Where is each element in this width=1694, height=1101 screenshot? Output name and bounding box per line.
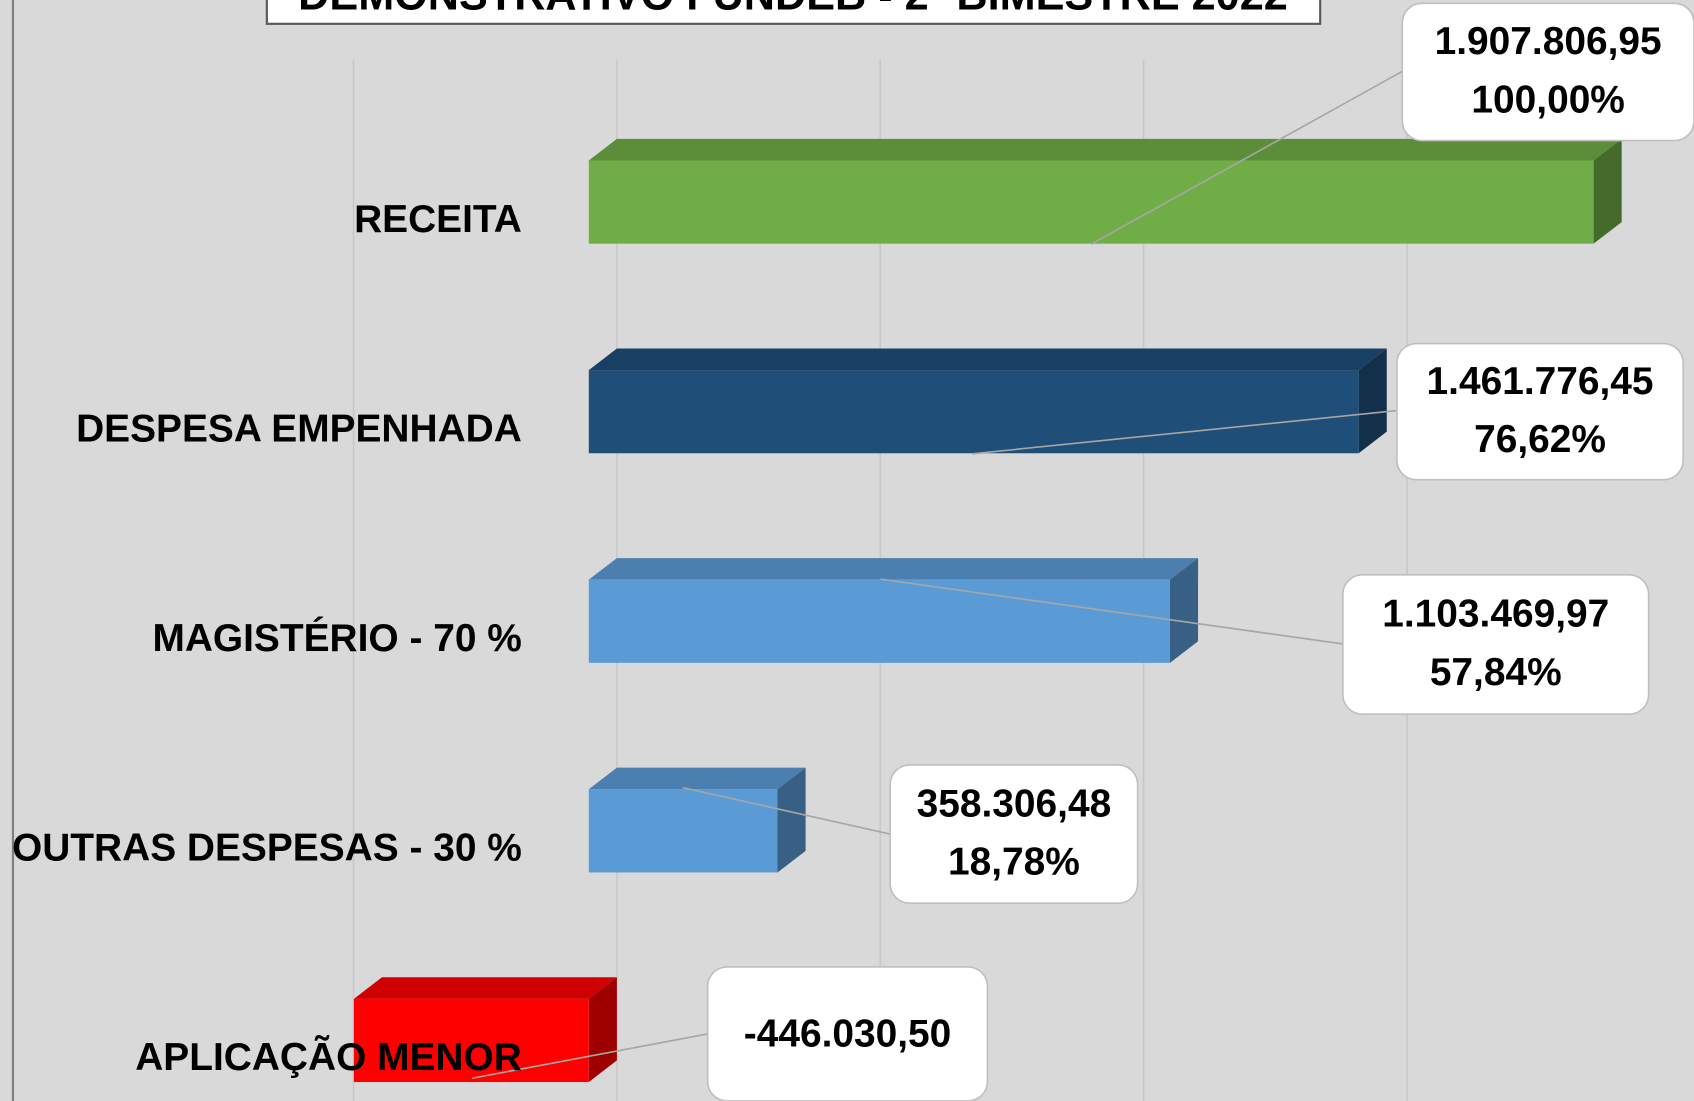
data-label: 1.103.469,97 [1382,593,1609,636]
percent-label: 100,00% [1471,78,1624,121]
bar-side [1593,138,1622,244]
category-label: MAGISTÉRIO - 70 % [152,616,521,660]
bar-top [588,767,806,790]
data-label-box [1342,573,1650,715]
labels: 1.907.806,95 100,00% RECEITA 1.461.776,45 76… [12,2,1694,1101]
leader-line [471,1033,708,1080]
category-label: DESPESA EMPENHADA [76,407,522,450]
data-label: 1.907.806,95 [1435,20,1662,63]
category-label: APLICAÇÃO MENOR [135,1035,522,1079]
bar-top [353,977,617,999]
bar-top [588,558,1199,580]
data-label-box [1401,2,1694,142]
bar [588,370,1359,454]
title-box [265,0,1322,25]
leader-line [880,578,1343,645]
percent-label: 76,62% [1474,418,1606,461]
bar-top [588,348,1387,371]
category-label: OUTRAS DESPESAS - 30 % [12,827,522,870]
percent-label: 18,78% [948,841,1080,884]
chart-title: DEMONSTRATIVO FUNDEB - 2º BIMESTRE 2022 [298,0,1288,19]
category-label: RECEITA [354,198,522,241]
bar [588,160,1594,244]
data-label-box [889,764,1139,905]
leader-line [972,409,1397,455]
data-label: 358.306,48 [917,782,1112,825]
data-label: 1.461.776,45 [1427,360,1654,403]
data-label: -446.030,50 [744,1012,952,1055]
bar-top [588,138,1622,161]
percent-label: 57,84% [1430,651,1562,694]
bars [353,138,1622,1083]
bar [353,998,589,1083]
bar [588,579,1170,663]
bar-side [1358,348,1387,454]
bar [588,789,778,873]
data-label-box [1396,342,1685,481]
bar-side [588,977,617,1083]
leader-line [1090,70,1403,245]
bar-side [1169,558,1199,663]
leader-line [682,786,891,835]
bar-side [777,767,806,873]
